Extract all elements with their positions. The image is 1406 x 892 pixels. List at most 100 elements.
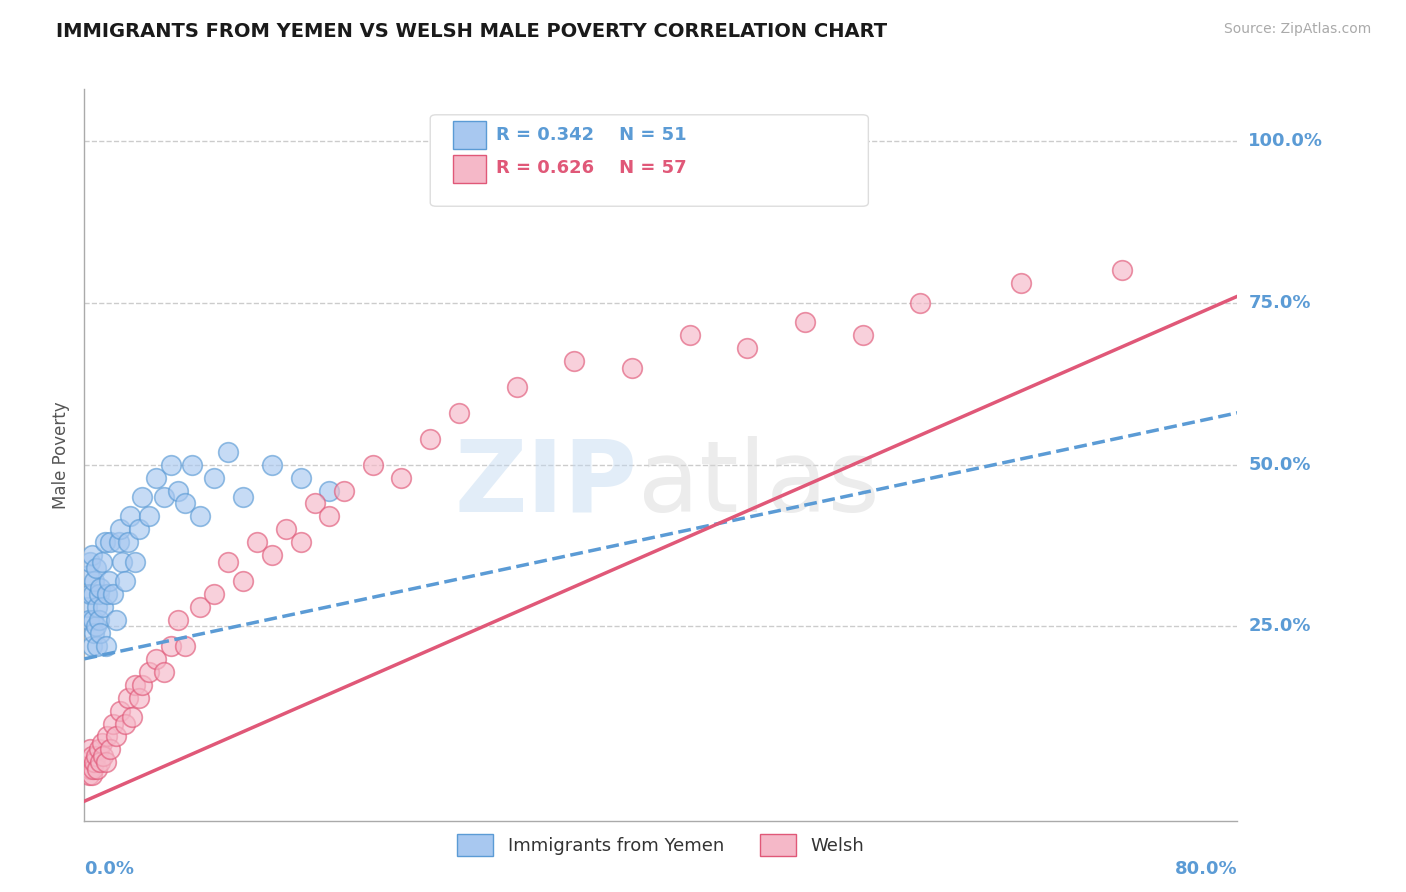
Point [131,490,153,504]
Point [91,748,114,763]
Point [174,496,197,510]
Point [82,587,104,601]
Point [97,574,120,589]
Point [737,341,759,355]
Point [110,522,132,536]
Point [318,509,340,524]
Point [98,535,121,549]
Point [232,490,254,504]
Point [318,483,340,498]
Point [506,380,529,394]
Point [181,458,204,472]
Point [89,756,111,770]
Point [218,555,240,569]
Point [167,483,190,498]
Point [82,762,104,776]
Point [77,613,100,627]
Point [103,587,124,601]
Point [105,613,128,627]
Point [202,587,225,601]
Point [96,730,118,744]
Text: R = 0.342    N = 51: R = 0.342 N = 51 [496,127,686,145]
Point [110,704,132,718]
Point [128,690,150,705]
Point [120,509,142,524]
Point [138,509,160,524]
Text: IMMIGRANTS FROM YEMEN VS WELSH MALE POVERTY CORRELATION CHART: IMMIGRANTS FROM YEMEN VS WELSH MALE POVE… [56,22,887,41]
Point [86,762,108,776]
Point [87,587,110,601]
Point [79,742,101,756]
Point [188,600,211,615]
Point [679,328,702,343]
Point [83,574,105,589]
Point [138,665,160,679]
Point [91,600,114,615]
Point [794,315,817,329]
Bar [453,121,485,149]
Point [84,619,107,633]
Point [121,710,143,724]
Point [910,295,932,310]
Text: 80.0%: 80.0% [1174,860,1237,878]
Text: 100.0%: 100.0% [1249,132,1323,150]
Point [87,742,110,756]
Text: 50.0%: 50.0% [1249,456,1310,474]
Point [290,470,312,484]
Point [76,756,98,770]
Point [145,652,167,666]
Point [391,470,413,484]
Text: atlas: atlas [638,435,879,533]
Point [852,328,875,343]
Point [304,496,326,510]
Point [246,535,269,549]
Text: Source: ZipAtlas.com: Source: ZipAtlas.com [1223,22,1371,37]
Point [94,639,117,653]
Point [1111,263,1133,277]
Text: ZIP: ZIP [456,435,638,533]
Point [90,555,112,569]
Point [79,555,101,569]
Point [174,639,197,653]
FancyBboxPatch shape [430,115,869,206]
Text: R = 0.626    N = 57: R = 0.626 N = 57 [496,159,686,178]
Point [86,600,108,615]
Bar [453,155,485,183]
Point [276,522,298,536]
Point [83,756,105,770]
Point [82,613,104,627]
Point [86,639,108,653]
Point [290,535,312,549]
Point [76,600,98,615]
Point [87,613,110,627]
Point [333,483,356,498]
Point [114,716,136,731]
Point [419,432,441,446]
Y-axis label: Male Poverty: Male Poverty [52,401,70,508]
Point [449,406,471,420]
Point [80,548,103,562]
Point [160,458,183,472]
Point [83,626,105,640]
Point [89,581,111,595]
Point [124,678,146,692]
Point [77,567,100,582]
Point [80,639,103,653]
Point [152,665,174,679]
Point [93,535,115,549]
Point [79,762,101,776]
Point [167,613,190,627]
Point [202,470,225,484]
Point [80,768,103,782]
Point [117,535,139,549]
Point [80,748,103,763]
Point [98,742,121,756]
Point [79,587,101,601]
Point [117,690,139,705]
Point [131,678,153,692]
Point [160,639,183,653]
Point [94,756,117,770]
Point [96,587,118,601]
Point [152,490,174,504]
Point [77,768,100,782]
